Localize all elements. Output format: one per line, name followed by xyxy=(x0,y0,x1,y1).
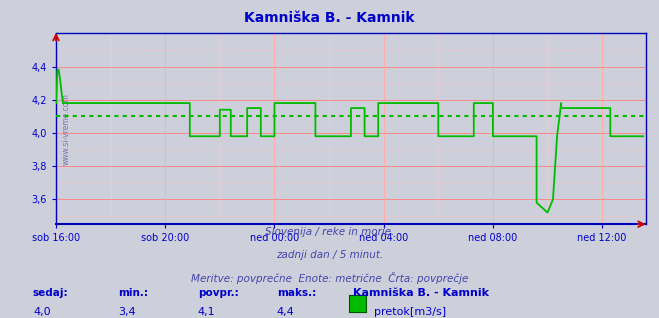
Text: 4,4: 4,4 xyxy=(277,307,295,317)
Text: zadnji dan / 5 minut.: zadnji dan / 5 minut. xyxy=(276,250,383,259)
Text: pretok[m3/s]: pretok[m3/s] xyxy=(374,307,445,317)
Text: Meritve: povprečne  Enote: metrične  Črta: povprečje: Meritve: povprečne Enote: metrične Črta:… xyxy=(191,272,468,284)
Text: Kamniška B. - Kamnik: Kamniška B. - Kamnik xyxy=(353,288,488,298)
Text: 3,4: 3,4 xyxy=(119,307,136,317)
Text: Slovenija / reke in morje.: Slovenija / reke in morje. xyxy=(265,227,394,237)
Text: povpr.:: povpr.: xyxy=(198,288,239,298)
Text: Kamniška B. - Kamnik: Kamniška B. - Kamnik xyxy=(244,11,415,25)
Text: sedaj:: sedaj: xyxy=(33,288,69,298)
Text: min.:: min.: xyxy=(119,288,149,298)
Text: 4,0: 4,0 xyxy=(33,307,51,317)
Text: maks.:: maks.: xyxy=(277,288,316,298)
Text: 4,1: 4,1 xyxy=(198,307,215,317)
Text: www.si-vreme.com: www.si-vreme.com xyxy=(62,93,71,165)
